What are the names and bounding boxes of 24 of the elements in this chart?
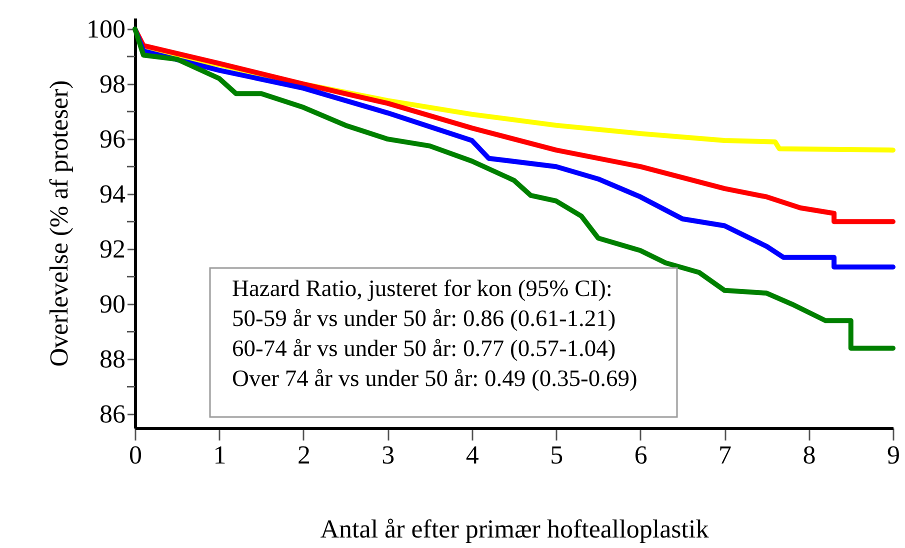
y-tick-label: 98 (100, 70, 126, 99)
x-tick-label: 9 (887, 440, 900, 470)
x-tick-label: 2 (297, 440, 310, 470)
y-tick-label: 90 (100, 290, 126, 319)
x-tick-label: 4 (466, 440, 479, 470)
x-tick-label: 8 (802, 440, 816, 470)
y-axis-title: Overlevelse (% af proteser) (44, 80, 74, 367)
y-tick-label: 88 (100, 344, 126, 374)
annotation: Hazard Ratio, justeret for kon (95% CI): (232, 276, 612, 302)
annotation: Over 74 år vs under 50 år: 0.49 (0.35-0.69) (232, 366, 638, 392)
annotation: 60-74 år vs under 50 år: 0.77 (0.57-1.04) (232, 336, 616, 362)
y-tick-label: 92 (100, 234, 126, 264)
y-tick-label: 100 (86, 14, 126, 44)
annotation: 50-59 år vs under 50 år: 0.86 (0.61-1.21) (232, 306, 616, 332)
x-tick-label: 1 (213, 440, 226, 470)
y-tick-label: 96 (100, 124, 126, 154)
x-tick-label: 6 (634, 440, 648, 470)
x-tick-label: 5 (550, 440, 564, 470)
x-tick-label: 7 (718, 440, 732, 470)
y-tick-label: 94 (100, 180, 126, 209)
x-tick-label: 0 (129, 440, 142, 470)
x-tick-label: 3 (382, 440, 395, 470)
y-tick-label: 86 (100, 400, 126, 429)
x-axis-title: Antal år efter primær hoftealloplastik (320, 514, 709, 544)
